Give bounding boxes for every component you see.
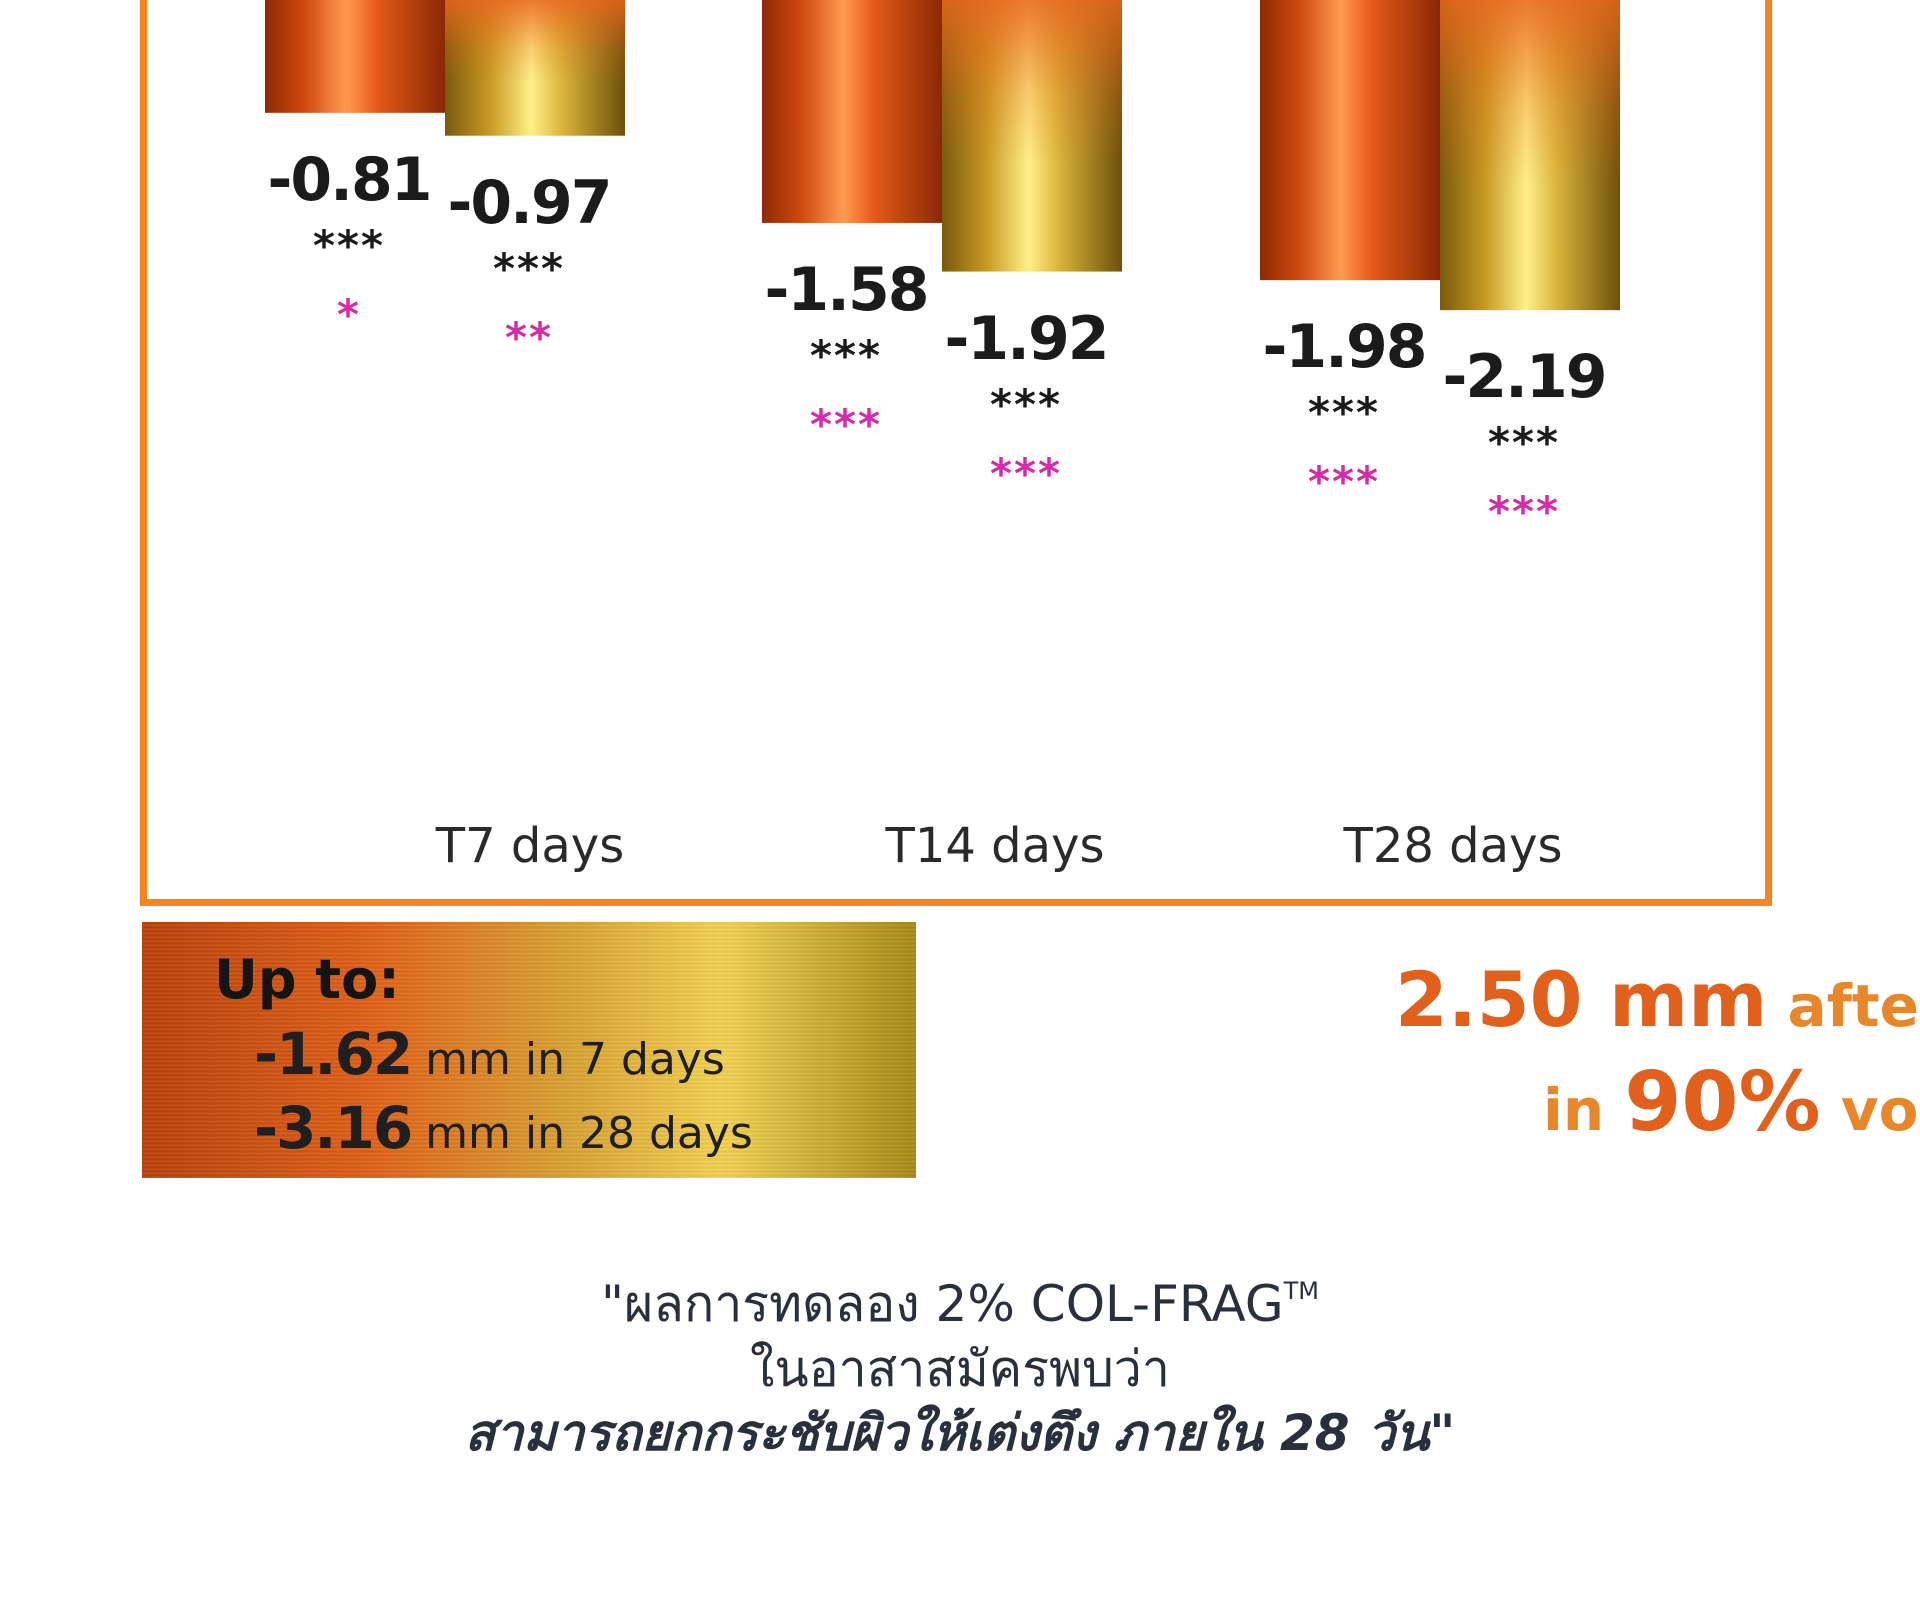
significance-pink: ***	[1308, 457, 1380, 507]
callout-prefix-2: in	[1543, 1076, 1625, 1144]
bar-sheen-3	[1440, 0, 1620, 311]
significance-black: ***	[313, 220, 385, 270]
callout-text-1: after	[1787, 972, 1920, 1040]
quote-line-2: ในอาสาสมัครพบว่า	[750, 1340, 1170, 1398]
callout-line-1: 2.50 mm after	[1395, 955, 1920, 1044]
significance-black: ***	[990, 379, 1062, 429]
value-label: -1.58	[764, 254, 930, 325]
quote-line-1: "ผลการทดลอง 2% COL-FRAGTM	[0, 1265, 1920, 1344]
value-label: -2.19	[1442, 342, 1608, 413]
value-label: -1.92	[944, 303, 1110, 374]
significance-black: ***	[810, 330, 882, 380]
chart-frame	[140, 0, 1772, 906]
callout-text-2: vol	[1840, 1076, 1920, 1144]
summary-title: Up to:	[214, 948, 400, 1011]
quote-line-3: สามารถยกกระชับผิวให้เต่งตึง ภายใน 28 วัน…	[464, 1404, 1456, 1462]
summary-line-28-days: -3.16 mm in 28 days	[254, 1094, 753, 1162]
value-label: -0.81	[267, 144, 433, 215]
summary-text-7-days: mm in 7 days	[411, 1034, 725, 1085]
summary-value-28-days: -3.16	[254, 1094, 413, 1162]
quote-text-1: "ผลการทดลอง 2% COL-FRAG	[601, 1275, 1284, 1333]
category-label: T14 days	[885, 818, 1105, 874]
significance-pink: ***	[810, 399, 882, 449]
bar-sheen-1	[445, 0, 625, 136]
callout-value-1: 2.50 mm	[1395, 955, 1768, 1044]
summary-line-7-days: -1.62 mm in 7 days	[254, 1020, 725, 1088]
callout-line-2: in 90% vol	[1543, 1055, 1920, 1150]
significance-pink: *	[337, 289, 361, 339]
significance-pink: **	[505, 312, 553, 362]
bar-t14-days-series-1	[762, 0, 942, 223]
summary-box: Up to: -1.62 mm in 7 days -3.16 mm in 28…	[142, 922, 916, 1178]
value-label: -1.98	[1262, 312, 1428, 383]
summary-value-7-days: -1.62	[254, 1020, 413, 1088]
summary-text-28-days: mm in 28 days	[411, 1108, 753, 1159]
category-label: T7 days	[435, 818, 625, 874]
callout-value-2: 90%	[1624, 1055, 1821, 1150]
trademark-mark: TM	[1283, 1277, 1319, 1305]
category-label: T28 days	[1343, 818, 1563, 874]
significance-black: ***	[1308, 388, 1380, 438]
significance-pink: ***	[1488, 487, 1560, 537]
bar-t7-days-series-1	[265, 0, 445, 113]
bar-t28-days-series-1	[1260, 0, 1440, 281]
significance-pink: ***	[990, 448, 1062, 498]
significance-black: ***	[1488, 418, 1560, 468]
significance-black: ***	[493, 243, 565, 293]
bar-sheen-2	[942, 0, 1122, 272]
value-label: -0.97	[447, 167, 613, 238]
